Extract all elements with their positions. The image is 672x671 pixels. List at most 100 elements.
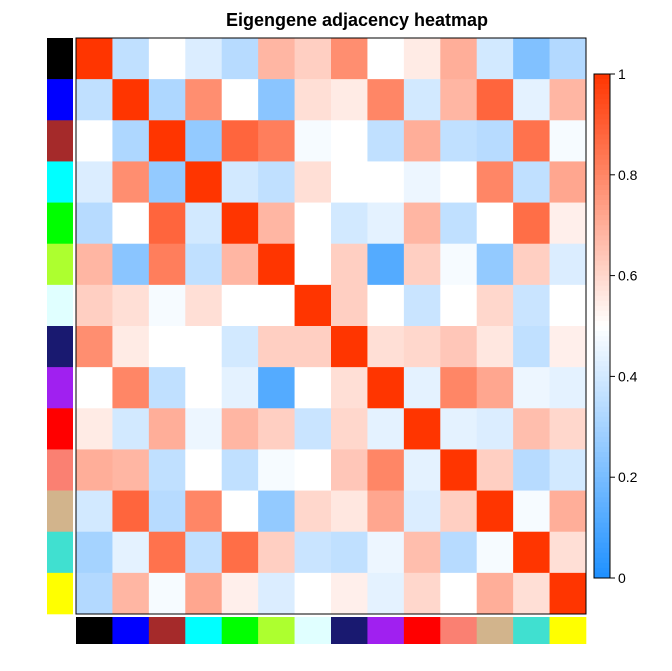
heatmap-cell xyxy=(258,367,296,409)
colorbar-segment xyxy=(594,144,610,150)
heatmap-cell xyxy=(148,326,186,368)
colorbar-segment xyxy=(594,482,610,488)
colorbar-segment xyxy=(594,472,610,478)
heatmap-cell xyxy=(258,449,296,492)
heatmap-cell xyxy=(403,531,441,574)
colorbar-segment xyxy=(594,572,610,579)
heatmap-cell xyxy=(258,79,296,121)
colorbar-segment xyxy=(594,230,610,236)
colorbar-segment xyxy=(594,431,610,438)
colorbar-segment xyxy=(594,275,610,282)
heatmap-cell xyxy=(76,120,113,162)
heatmap-cell xyxy=(294,367,332,409)
colorbar-segment xyxy=(594,265,610,271)
heatmap-cell xyxy=(258,243,296,286)
heatmap-cell xyxy=(403,202,441,245)
heatmap-cell xyxy=(185,449,223,492)
colorbar-segment xyxy=(594,532,610,539)
heatmap-cell xyxy=(294,531,332,574)
colorbar-tick-label: 0.8 xyxy=(618,167,638,183)
heatmap-cell xyxy=(76,161,113,204)
heatmap-cell xyxy=(440,243,478,286)
row-module-swatch xyxy=(47,326,73,368)
colorbar-segment xyxy=(594,149,610,156)
heatmap-cell xyxy=(476,284,514,327)
colorbar-segment xyxy=(594,205,610,211)
column-module-color-bar xyxy=(76,617,587,644)
heatmap-cell xyxy=(476,408,514,450)
colorbar-segment xyxy=(594,210,610,216)
heatmap-cell xyxy=(549,38,587,80)
colorbar-segment xyxy=(594,139,610,145)
colorbar-segment xyxy=(594,567,610,574)
heatmap-cell xyxy=(148,120,186,162)
column-module-swatch xyxy=(403,617,441,644)
row-module-swatch xyxy=(47,38,73,80)
heatmap-cell xyxy=(185,408,223,450)
column-module-swatch xyxy=(258,617,295,644)
colorbar-border xyxy=(593,73,611,579)
colorbar-segment xyxy=(594,305,610,312)
colorbar-segment xyxy=(594,527,610,534)
column-module-swatch xyxy=(294,617,332,644)
colorbar-segment xyxy=(594,356,610,362)
plot-border xyxy=(75,37,587,615)
colorbar-segment xyxy=(594,497,610,503)
heatmap-cell xyxy=(185,243,223,286)
colorbar-segment xyxy=(594,331,610,337)
heatmap-cell xyxy=(258,38,296,80)
heatmap-cell xyxy=(367,79,405,121)
colorbar-segment xyxy=(594,245,610,251)
heatmap-cell xyxy=(76,202,113,245)
heatmap-cell xyxy=(148,284,186,327)
colorbar-tick-label: 0.4 xyxy=(618,368,638,384)
heatmap-cell xyxy=(549,408,587,450)
heatmap-cell xyxy=(549,284,587,327)
heatmap-cell xyxy=(148,367,186,409)
row-module-swatch xyxy=(47,79,73,121)
heatmap-cell xyxy=(185,284,223,327)
colorbar-tick-label: 0.6 xyxy=(618,268,638,284)
heatmap-cell xyxy=(513,572,551,615)
heatmap-cell xyxy=(440,367,478,409)
heatmap-cell xyxy=(112,79,150,121)
heatmap-cell xyxy=(76,531,113,574)
colorbar-segment xyxy=(594,326,610,332)
heatmap-cell xyxy=(513,408,551,450)
heatmap-cells xyxy=(76,38,587,615)
heatmap-cell xyxy=(185,572,223,615)
heatmap-cell xyxy=(403,38,441,80)
heatmap-cell xyxy=(513,161,551,204)
heatmap-cell xyxy=(294,490,332,533)
heatmap-cell xyxy=(148,531,186,574)
heatmap-cell xyxy=(331,367,368,409)
heatmap-cell xyxy=(112,490,150,533)
heatmap-cell xyxy=(76,284,113,327)
colorbar-segment xyxy=(594,446,610,453)
heatmap-cell xyxy=(185,161,223,204)
heatmap-cell xyxy=(148,38,186,80)
colorbar-segment xyxy=(594,542,610,549)
heatmap-cell xyxy=(112,284,150,327)
heatmap-cell xyxy=(221,284,259,327)
heatmap-cell xyxy=(513,326,551,368)
row-module-swatch xyxy=(47,572,73,615)
heatmap-cell xyxy=(148,572,186,615)
heatmap-cell xyxy=(294,243,332,286)
heatmap-cell xyxy=(403,490,441,533)
heatmap-cell xyxy=(294,326,332,368)
heatmap-cell xyxy=(440,38,478,80)
colorbar-segment xyxy=(594,381,610,387)
row-module-color-bar xyxy=(47,38,73,615)
heatmap-cell xyxy=(476,326,514,368)
heatmap-cell xyxy=(331,449,368,492)
heatmap-cell xyxy=(76,367,113,409)
heatmap-cell xyxy=(221,202,259,245)
heatmap-cell xyxy=(294,202,332,245)
heatmap-cell xyxy=(476,79,514,121)
colorbar-segment xyxy=(594,124,610,130)
heatmap-cell xyxy=(294,449,332,492)
heatmap-cell xyxy=(549,202,587,245)
colorbar-segment xyxy=(594,371,610,377)
heatmap-cell xyxy=(476,367,514,409)
